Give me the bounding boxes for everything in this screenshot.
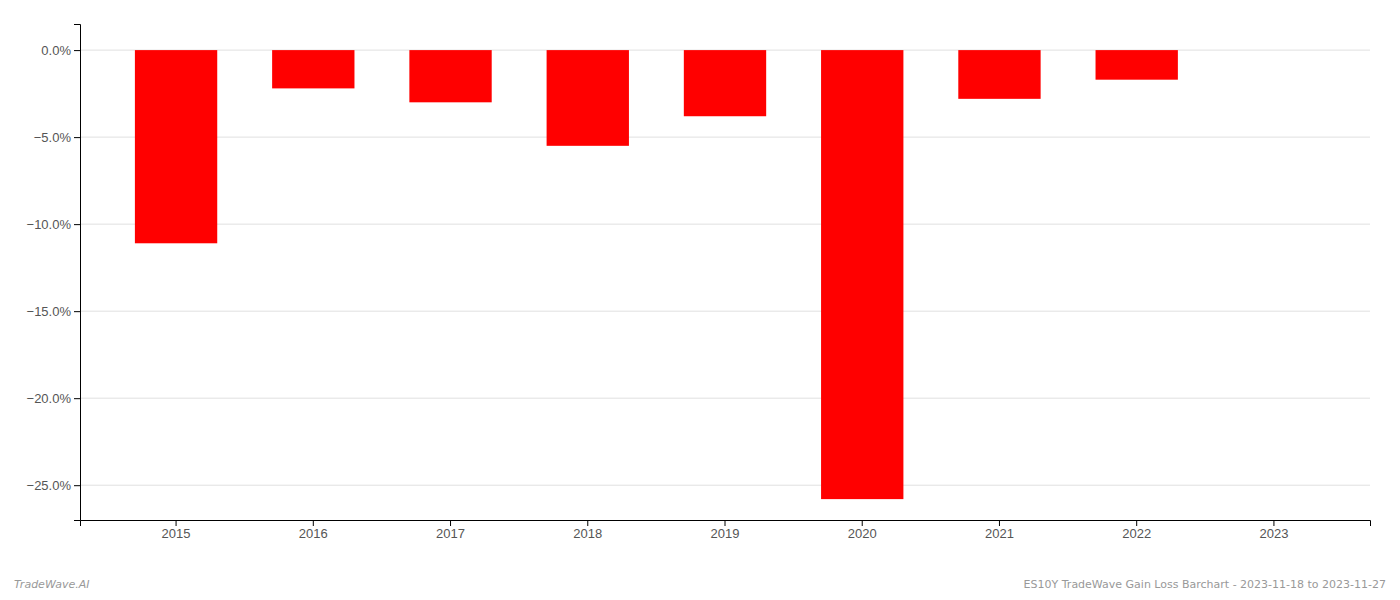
y-tick-mark bbox=[74, 398, 80, 399]
bar bbox=[821, 50, 903, 499]
bar bbox=[409, 50, 491, 102]
y-tick-mark bbox=[74, 137, 80, 138]
plot: 0.0%−5.0%−10.0%−15.0%−20.0%−25.0%2015201… bbox=[27, 25, 1371, 542]
y-tick: −5.0% bbox=[34, 130, 80, 145]
x-tick-mark bbox=[1136, 520, 1137, 526]
y-tick-label: −10.0% bbox=[27, 217, 72, 232]
x-tick-mark bbox=[313, 520, 314, 526]
grid-line bbox=[80, 224, 1370, 225]
x-axis: 2015 2016 2017 2018 2019 2020 2021 2022 2023 bbox=[81, 520, 1371, 541]
x-tick-mark bbox=[450, 520, 451, 526]
y-tick-mark bbox=[74, 224, 80, 225]
y-tick: 0.0% bbox=[41, 43, 80, 58]
y-tick-mark bbox=[74, 485, 80, 486]
x-tick-mark bbox=[176, 520, 177, 526]
bar bbox=[135, 50, 217, 243]
x-tick-mark bbox=[587, 520, 588, 526]
x-tick: 2015 bbox=[162, 520, 191, 541]
x-tick-label: 2023 bbox=[1259, 526, 1288, 541]
x-tick: 2017 bbox=[436, 520, 465, 541]
x-tick-label: 2017 bbox=[436, 526, 465, 541]
bar bbox=[547, 50, 629, 146]
x-tick: 2020 bbox=[848, 520, 877, 541]
x-tick: 2023 bbox=[1259, 520, 1288, 541]
grid-line bbox=[80, 311, 1370, 312]
bar bbox=[684, 50, 766, 116]
y-axis-line bbox=[74, 25, 81, 521]
bar bbox=[1233, 50, 1315, 51]
x-tick-label: 2022 bbox=[1122, 526, 1151, 541]
bar bbox=[272, 50, 354, 88]
x-tick: 2022 bbox=[1122, 520, 1151, 541]
x-tick-label: 2020 bbox=[848, 526, 877, 541]
x-tick-label: 2016 bbox=[299, 526, 328, 541]
x-tick-mark bbox=[862, 520, 863, 526]
bar bbox=[958, 50, 1040, 99]
x-axis-line bbox=[81, 521, 1371, 527]
grid-line bbox=[80, 137, 1370, 138]
y-tick: −10.0% bbox=[27, 217, 80, 232]
x-tick: 2021 bbox=[985, 520, 1014, 541]
x-tick-label: 2018 bbox=[573, 526, 602, 541]
x-tick-label: 2019 bbox=[711, 526, 740, 541]
grid-line bbox=[80, 398, 1370, 399]
y-tick: −25.0% bbox=[27, 478, 80, 493]
y-tick-label: −15.0% bbox=[27, 304, 72, 319]
x-tick-mark bbox=[1273, 520, 1274, 526]
y-tick-label: 0.0% bbox=[41, 43, 71, 58]
grid-line bbox=[80, 485, 1370, 486]
x-tick-label: 2021 bbox=[985, 526, 1014, 541]
y-tick: −20.0% bbox=[27, 391, 80, 406]
y-tick-label: −25.0% bbox=[27, 478, 72, 493]
grid bbox=[80, 50, 1370, 485]
bar bbox=[1096, 50, 1178, 80]
y-tick-mark bbox=[74, 50, 80, 51]
y-tick-mark bbox=[74, 311, 80, 312]
bars bbox=[135, 50, 1178, 499]
x-tick: 2019 bbox=[711, 520, 740, 541]
footer-left: TradeWave.AI bbox=[14, 578, 89, 591]
x-tick-label: 2015 bbox=[162, 526, 191, 541]
x-tick-mark bbox=[725, 520, 726, 526]
y-axis: 0.0% −5.0% −10.0% −15.0% −20.0% −25.0% bbox=[27, 25, 81, 521]
x-tick: 2018 bbox=[573, 520, 602, 541]
footer-right: ES10Y TradeWave Gain Loss Barchart - 202… bbox=[1024, 578, 1386, 591]
y-tick-label: −5.0% bbox=[34, 130, 72, 145]
y-tick-label: −20.0% bbox=[27, 391, 72, 406]
chart: 0.0%−5.0%−10.0%−15.0%−20.0%−25.0%2015201… bbox=[0, 0, 1400, 600]
y-tick: −15.0% bbox=[27, 304, 80, 319]
x-tick-mark bbox=[999, 520, 1000, 526]
x-tick: 2016 bbox=[299, 520, 328, 541]
